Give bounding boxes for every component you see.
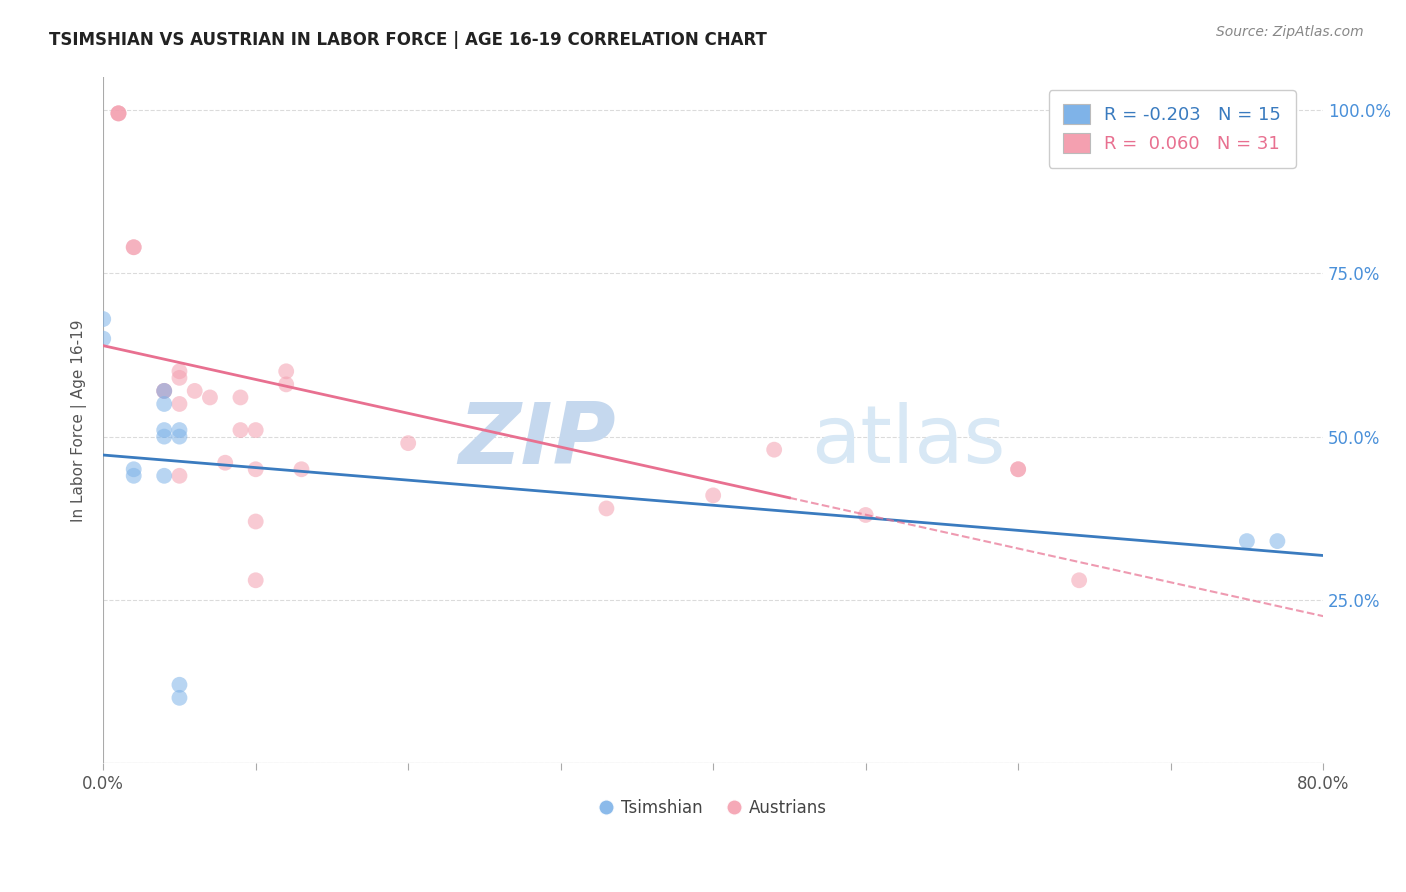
Point: [855, 508, 877, 522]
Point: [169, 690, 191, 705]
Point: [169, 678, 191, 692]
Point: [169, 429, 191, 443]
Point: [229, 391, 252, 405]
Y-axis label: In Labor Force | Age 16-19: In Labor Force | Age 16-19: [72, 319, 87, 522]
Point: [153, 384, 176, 398]
Point: [169, 423, 191, 437]
Point: [245, 423, 267, 437]
Point: [91, 312, 114, 326]
Point: [290, 462, 312, 476]
Point: [153, 423, 176, 437]
Point: [229, 423, 252, 437]
Point: [763, 442, 786, 457]
Point: [153, 429, 176, 443]
Text: ZIP: ZIP: [458, 400, 616, 483]
Point: [107, 106, 129, 120]
Point: [1236, 534, 1258, 549]
Point: [122, 240, 145, 254]
Point: [169, 371, 191, 385]
Point: [396, 436, 419, 450]
Point: [595, 501, 617, 516]
Text: atlas: atlas: [811, 402, 1005, 480]
Point: [198, 391, 221, 405]
Point: [153, 384, 176, 398]
Point: [107, 106, 129, 120]
Point: [91, 332, 114, 346]
Point: [245, 462, 267, 476]
Point: [702, 488, 724, 502]
Point: [1007, 462, 1029, 476]
Point: [122, 462, 145, 476]
Text: TSIMSHIAN VS AUSTRIAN IN LABOR FORCE | AGE 16-19 CORRELATION CHART: TSIMSHIAN VS AUSTRIAN IN LABOR FORCE | A…: [49, 31, 768, 49]
Point: [107, 106, 129, 120]
Point: [153, 397, 176, 411]
Point: [183, 384, 205, 398]
Point: [169, 468, 191, 483]
Point: [276, 364, 298, 378]
Point: [169, 364, 191, 378]
Point: [1069, 574, 1091, 588]
Point: [1267, 534, 1289, 549]
Point: [276, 377, 298, 392]
Point: [153, 468, 176, 483]
Point: [122, 468, 145, 483]
Text: Source: ZipAtlas.com: Source: ZipAtlas.com: [1216, 25, 1364, 39]
Point: [169, 397, 191, 411]
Legend: Tsimshian, Austrians: Tsimshian, Austrians: [592, 792, 834, 823]
Point: [245, 574, 267, 588]
Point: [245, 515, 267, 529]
Point: [214, 456, 236, 470]
Point: [1007, 462, 1029, 476]
Point: [122, 240, 145, 254]
Point: [153, 384, 176, 398]
